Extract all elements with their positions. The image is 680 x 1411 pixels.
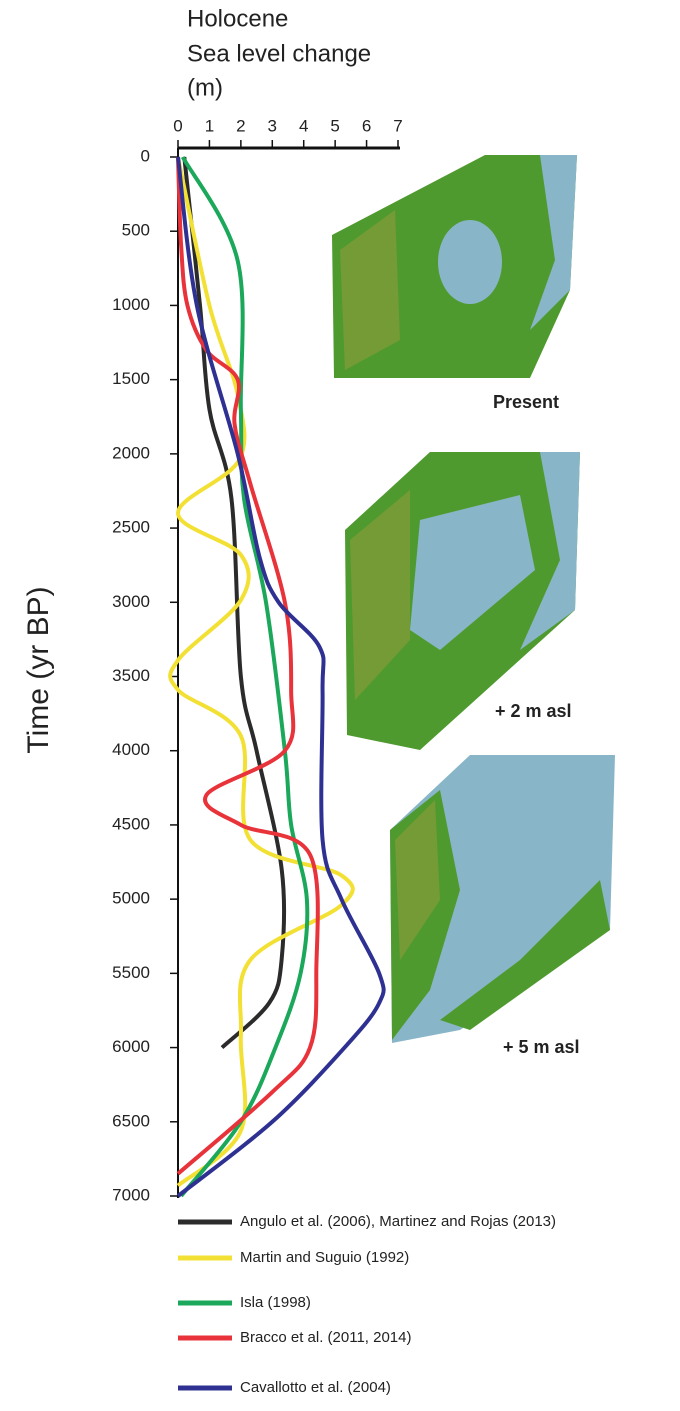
y-tick-label: 1000 [112,295,150,314]
legend-label: Bracco et al. (2011, 2014) [240,1329,412,1346]
y-tick-label: 3000 [112,592,150,611]
y-tick-label: 2000 [112,443,150,462]
x-axis-label: Sea level change [187,40,371,67]
y-tick-label: 5000 [112,889,150,908]
map-5m [390,755,615,1043]
map-label: Present [493,392,559,412]
page: Holocene Sea level change (m) Time (yr B… [0,0,680,1411]
y-tick-label: 1500 [112,369,150,388]
x-tick-label: 6 [362,116,371,135]
legend-label: Angulo et al. (2006), Martinez and Rojas… [240,1213,556,1230]
y-axis-label: Time (yr BP) [22,586,55,753]
x-tick-label: 1 [205,116,214,135]
x-tick-label: 5 [330,116,339,135]
series-line [184,157,284,1048]
x-tick-label: 0 [173,116,182,135]
legend-label: Isla (1998) [240,1294,311,1311]
y-tick-label: 6000 [112,1037,150,1056]
x-tick-label: 7 [393,116,402,135]
y-tick-label: 0 [141,146,150,165]
y-tick-label: 3500 [112,666,150,685]
y-tick-label: 2500 [112,518,150,537]
x-axis-label: Holocene [187,5,288,32]
y-tick-label: 5500 [112,963,150,982]
map-label: + 2 m asl [495,701,572,721]
y-tick-label: 6500 [112,1111,150,1130]
y-tick-label: 4500 [112,814,150,833]
map-label: + 5 m asl [503,1037,580,1057]
map-present [332,155,577,378]
y-tick-label: 4000 [112,740,150,759]
y-tick-label: 500 [122,221,150,240]
x-tick-label: 4 [299,116,308,135]
chart: Holocene Sea level change (m) Time (yr B… [0,0,680,1411]
x-tick-label: 3 [268,116,277,135]
x-axis-label: (m) [187,74,223,101]
y-tick-label: 7000 [112,1185,150,1204]
legend-label: Martin and Suguio (1992) [240,1249,409,1266]
x-tick-label: 2 [236,116,245,135]
legend-label: Cavallotto et al. (2004) [240,1379,391,1396]
